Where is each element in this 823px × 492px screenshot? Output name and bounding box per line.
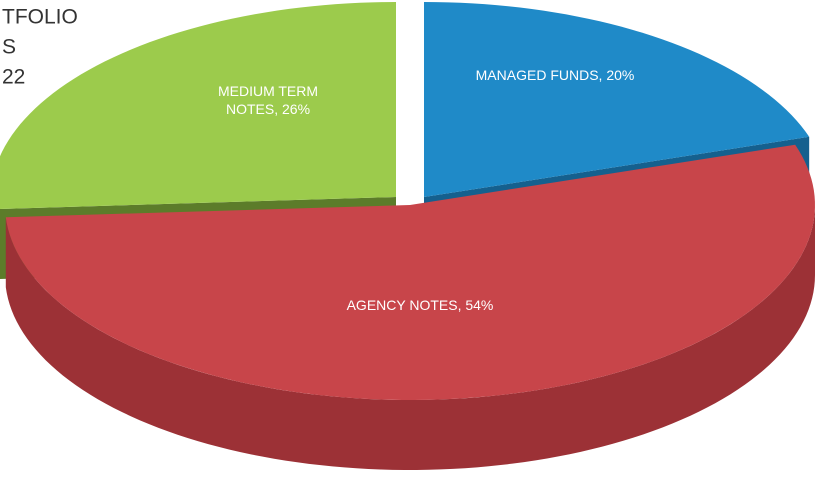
data-label: AGENCY NOTES, 54% [346, 297, 494, 313]
slice-side [5, 205, 815, 470]
data-label: MANAGED FUNDS, 20% [475, 67, 635, 83]
data-label: MEDIUM TERM NOTES, 26% [217, 83, 319, 117]
slice [5, 144, 815, 400]
slice [0, 2, 396, 209]
title-line: 22 [2, 66, 25, 89]
title-line: S [2, 36, 16, 59]
title-line: TFOLIO [2, 6, 78, 29]
slice [424, 2, 810, 197]
